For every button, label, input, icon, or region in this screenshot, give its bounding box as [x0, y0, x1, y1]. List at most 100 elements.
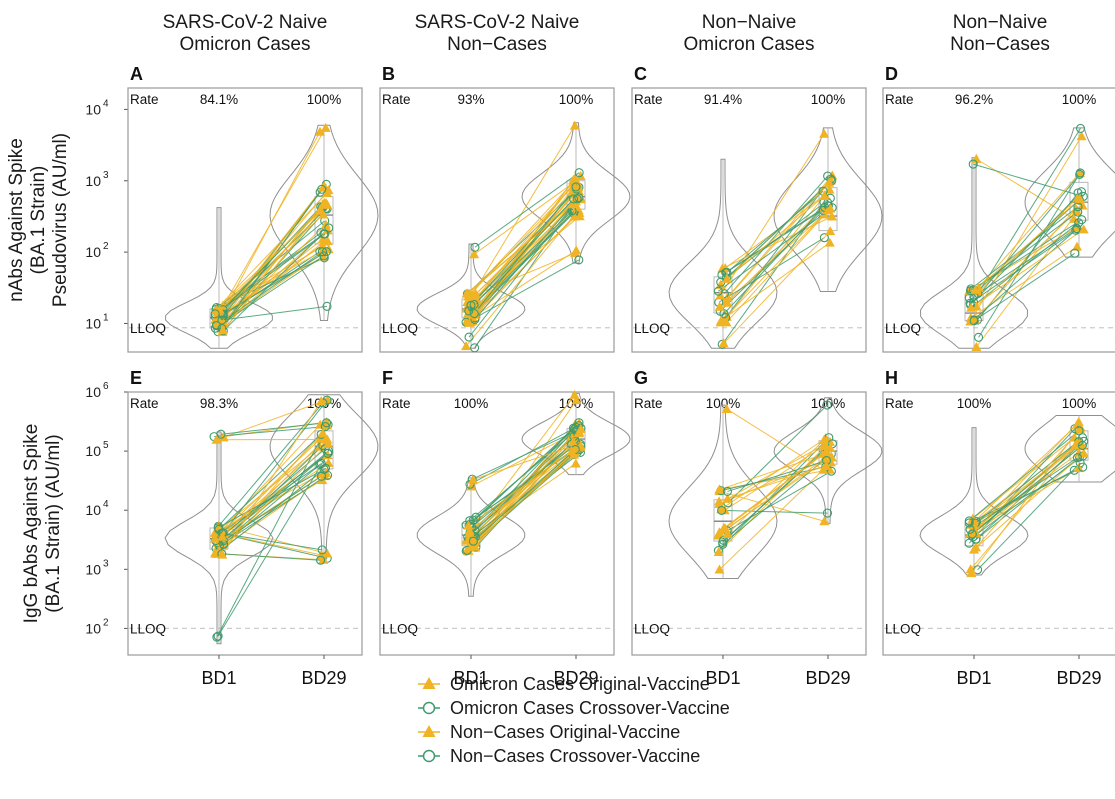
subject-line: [472, 183, 579, 303]
violin-bd1: [416, 477, 526, 597]
violin-bd29: [773, 397, 883, 524]
panel-H: H LLOQ Rate 100% 100% BD1 BD29: [882, 368, 1115, 688]
subject-line: [721, 509, 828, 514]
circle-marker: [322, 301, 332, 311]
rate-label: Rate: [130, 396, 159, 411]
triangle-marker: [315, 419, 326, 429]
circle-marker: [574, 168, 584, 178]
circle-marker: [213, 631, 223, 641]
rate-value-bd1: 84.1%: [200, 92, 238, 107]
triangle-marker: [464, 317, 475, 327]
subject-line: [973, 228, 1078, 321]
legend: Omicron Cases Original-Vaccine Omicron C…: [418, 672, 838, 768]
subject-line: [471, 429, 578, 480]
panel-frame: [882, 391, 1115, 656]
subject-line: [221, 189, 323, 329]
triangle-marker: [569, 389, 580, 399]
triangle-marker: [322, 548, 333, 558]
column-title: Omicron Cases: [180, 34, 311, 55]
subject-line: [473, 449, 576, 542]
subject-line: [468, 125, 576, 301]
circle-marker: [317, 247, 327, 257]
subject-line: [222, 475, 322, 542]
circle-marker: [819, 233, 829, 243]
y-tick-exponent: 4: [103, 499, 109, 510]
triangle-marker: [819, 128, 830, 138]
subject-line: [977, 128, 1081, 294]
circle-marker: [974, 332, 984, 342]
circle-marker: [317, 545, 327, 555]
circle-marker: [571, 182, 581, 192]
triangle-marker: [320, 219, 331, 229]
circle-marker: [319, 464, 329, 474]
triangle-marker: [824, 237, 835, 247]
subject-line: [215, 452, 328, 542]
lloq-label: LLOQ: [634, 621, 670, 636]
rate-label: Rate: [382, 396, 411, 411]
panel-frame: [379, 87, 615, 353]
triangle-marker: [463, 534, 474, 544]
x-tick-label: BD1: [705, 668, 740, 688]
subject-line: [718, 437, 830, 551]
triangle-marker: [1078, 224, 1089, 234]
triangle-marker: [721, 317, 732, 327]
y-axis-label: nAbs Against Spike: [6, 138, 27, 302]
subject-line: [723, 230, 831, 344]
subject-line: [214, 438, 321, 539]
triangle-marker: [819, 435, 830, 445]
subject-line: [467, 185, 575, 297]
triangle-marker: [463, 291, 474, 301]
panel-letter: E: [130, 368, 142, 388]
triangle-marker: [720, 523, 731, 533]
subject-markers: [964, 416, 1089, 578]
panel-frame: [882, 87, 1115, 353]
subject-line: [217, 131, 321, 323]
violin-bd1: [919, 427, 1029, 576]
legend-item-noncase-original: Non−Cases Original-Vaccine: [418, 720, 838, 744]
circle-marker: [212, 632, 222, 642]
subject-line: [718, 465, 827, 502]
subject-line: [468, 450, 572, 526]
subject-line: [727, 439, 825, 535]
subject-line: [976, 158, 1075, 220]
triangle-marker: [718, 338, 729, 348]
circle-marker: [470, 343, 480, 353]
subject-line: [220, 422, 327, 435]
triangle-marker: [819, 516, 830, 526]
subject-line: [973, 252, 1076, 322]
triangle-marker: [462, 309, 473, 319]
y-tick-exponent: 5: [103, 440, 109, 451]
subject-line: [473, 210, 573, 305]
subject-line: [719, 447, 831, 533]
circle-marker: [469, 309, 479, 319]
subject-line: [726, 470, 832, 532]
subject-line: [221, 553, 321, 561]
subject-line: [969, 229, 1077, 304]
triangle-marker: [716, 315, 727, 325]
subject-line: [972, 437, 1075, 520]
subject-line: [467, 207, 578, 315]
triangle-marker: [714, 564, 725, 574]
triangle-marker: [1073, 416, 1084, 426]
circle-marker: [569, 194, 579, 204]
circle-marker: [574, 255, 584, 265]
panel-frame: [127, 87, 363, 353]
triangle-marker: [714, 301, 725, 311]
circle-marker: [323, 448, 333, 458]
circle-marker: [822, 508, 832, 518]
triangle-marker: [969, 544, 980, 554]
subject-line: [217, 468, 325, 529]
legend-label: Non−Cases Original-Vaccine: [450, 721, 681, 742]
subject-line: [221, 305, 328, 321]
subject-line: [218, 467, 326, 553]
subject-lines: [214, 127, 330, 333]
subject-line: [221, 433, 324, 538]
column-title: Non−Cases: [447, 34, 547, 55]
subject-line: [969, 457, 1078, 530]
subject-lines: [717, 404, 833, 570]
triangle-marker: [575, 171, 586, 181]
